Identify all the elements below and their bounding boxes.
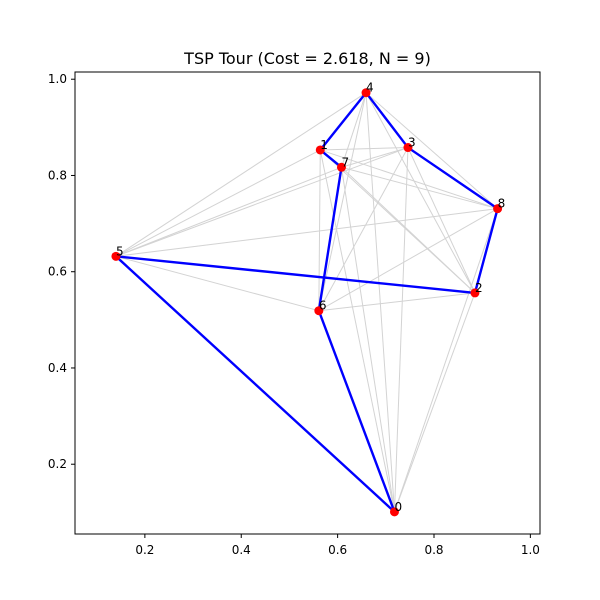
background-edge-1-5: [115, 149, 321, 257]
tour-edge-6-7: [317, 166, 343, 312]
background-edge-4-5: [115, 92, 367, 257]
tour-edge-7-1: [319, 148, 343, 169]
x-axis-ticks: 0.2 0.4 0.6 0.8 1.0: [135, 534, 540, 557]
axes-frame: [74, 71, 541, 535]
node-point-4: [361, 88, 371, 98]
y-tick-label: 0.6: [48, 265, 67, 279]
node-label-4: 4: [366, 81, 374, 95]
node-point-0: [389, 507, 399, 517]
background-edge-2-7: [341, 166, 476, 294]
node-label-8: 8: [498, 197, 506, 211]
tour-edge-5-0: [114, 255, 396, 514]
background-edges: [115, 92, 499, 513]
background-edge-3-6: [318, 147, 409, 311]
node-label-7: 7: [341, 155, 349, 169]
tour-edge-8-2: [473, 207, 499, 295]
background-edge-0-4: [365, 92, 395, 512]
node-point-2: [470, 288, 480, 298]
tour-edge-1-4: [319, 91, 368, 152]
background-edge-5-7: [115, 166, 342, 257]
node-label-1: 1: [320, 138, 328, 152]
background-edge-5-6: [115, 255, 319, 312]
background-edge-1-8: [320, 149, 498, 210]
background-edge-2-3: [407, 147, 476, 294]
background-edge-3-5: [115, 147, 409, 257]
node-point-7: [336, 162, 346, 172]
y-tick-label: 1.0: [48, 72, 67, 86]
node-labels: 0 1 2 3 4 5 6 7 8: [116, 81, 505, 514]
background-edge-4-8: [365, 92, 498, 210]
y-axis-ticks: 0.2 0.4 0.6 0.8 1.0: [48, 72, 75, 471]
chart-title: TSP Tour (Cost = 2.618, N = 9): [183, 49, 431, 68]
background-edge-1-3: [320, 147, 408, 151]
background-edge-0-3: [393, 147, 409, 512]
node-point-5: [111, 251, 121, 261]
node-label-2: 2: [475, 281, 483, 295]
node-point-1: [315, 145, 325, 155]
background-edge-7-8: [341, 166, 498, 210]
node-label-3: 3: [408, 136, 416, 150]
y-tick-label: 0.2: [48, 457, 67, 471]
node-points: [111, 88, 503, 517]
node-point-8: [493, 204, 503, 214]
tour-edge-0-6: [317, 309, 396, 514]
tour-edge-4-3: [364, 91, 410, 149]
background-edge-0-2: [394, 292, 476, 513]
background-edge-5-8: [115, 208, 498, 257]
background-edge-1-6: [318, 149, 321, 311]
background-edge-3-7: [341, 147, 409, 168]
background-edge-2-4: [365, 92, 476, 294]
tour-edge-2-5: [114, 255, 477, 295]
background-edge-0-8: [394, 208, 499, 513]
x-tick-label: 0.4: [232, 543, 251, 557]
background-edge-0-7: [340, 167, 395, 512]
tour-edges: [114, 91, 499, 514]
x-tick-label: 0.2: [135, 543, 154, 557]
y-tick-label: 0.4: [48, 361, 67, 375]
background-edge-2-6: [318, 292, 476, 312]
node-label-5: 5: [116, 244, 124, 258]
background-edge-4-6: [318, 92, 367, 311]
y-tick-label: 0.8: [48, 168, 67, 182]
node-point-3: [403, 143, 413, 153]
node-label-6: 6: [319, 299, 327, 313]
node-point-6: [314, 306, 324, 316]
background-edge-0-1: [319, 149, 395, 512]
x-tick-label: 1.0: [521, 543, 540, 557]
x-tick-label: 0.6: [328, 543, 347, 557]
x-tick-label: 0.8: [424, 543, 443, 557]
node-label-0: 0: [394, 500, 402, 514]
background-edge-6-8: [318, 208, 498, 312]
background-edge-4-7: [340, 92, 367, 168]
tour-edge-3-8: [406, 146, 499, 210]
